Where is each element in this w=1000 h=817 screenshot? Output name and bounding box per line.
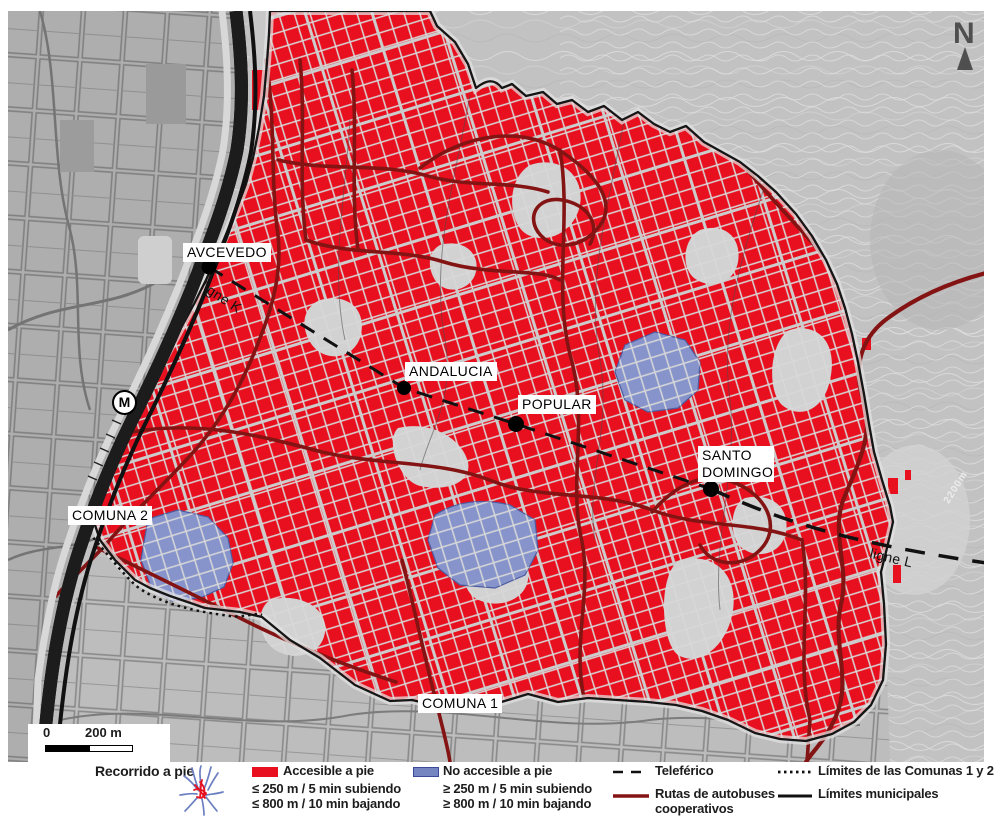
north-arrow-icon <box>957 47 973 70</box>
not-accessible-title: No accesible a pie <box>443 763 553 778</box>
station-label-popular: POPULAR <box>518 395 596 414</box>
area-label-comuna-2: COMUNA 2 <box>68 506 153 525</box>
comuna-limits-line-icon <box>778 770 812 774</box>
bus-route-line-icon <box>613 794 649 798</box>
comuna-limits-label: Límites de las Comunas 1 y 2 <box>818 763 994 778</box>
ligne-k-path <box>208 265 712 491</box>
accessible-swatch <box>252 767 278 777</box>
ligne-l-path <box>710 487 984 565</box>
scale-bar: 0 200 m <box>28 724 170 762</box>
scale-distance: 200 m <box>85 725 122 740</box>
metro-station-icon: M <box>112 390 137 415</box>
station-dot-acevedo <box>201 259 217 275</box>
municipal-limits-line-icon <box>778 794 812 798</box>
north-label: N <box>953 17 975 50</box>
station-dot-andalucia <box>397 381 411 395</box>
scale-zero: 0 <box>43 725 51 740</box>
area-label-comuna-1: COMUNA 1 <box>418 694 503 713</box>
accessible-title: Accesible a pie <box>283 763 374 778</box>
station-label-andalucia: ANDALUCIA <box>405 362 497 381</box>
station-dot-santo-domingo <box>703 481 719 497</box>
creek-lines <box>338 94 766 611</box>
teleferico-lines <box>208 265 984 565</box>
river-and-metro <box>31 11 258 762</box>
teleferico-label: Teleférico <box>655 763 714 778</box>
legend-walk-title: Recorrido a pie <box>95 763 194 779</box>
bus-routes-label: Rutas de autobuses cooperativos <box>655 786 775 816</box>
walk-network-icon <box>179 765 224 816</box>
teleferico-line-icon <box>613 770 649 774</box>
station-dot-popular <box>508 416 524 432</box>
station-dots <box>201 259 719 497</box>
municipal-limits-label: Límites municipales <box>818 786 939 801</box>
station-label-santo-domingo: SANTO DOMINGO <box>698 446 774 482</box>
accessible-line1: ≤ 250 m / 5 min subiendo <box>252 781 401 796</box>
not-accessible-line1: ≥ 250 m / 5 min subiendo <box>443 781 592 796</box>
map-canvas <box>8 11 984 762</box>
bus-routes <box>54 58 984 762</box>
legend: Recorrido a pie A <box>0 762 1000 817</box>
not-accessible-swatch <box>413 767 439 777</box>
metro-line <box>55 11 258 762</box>
not-accessible-line2: ≥ 800 m / 10 min bajando <box>443 796 592 811</box>
railway-ticks <box>87 419 122 481</box>
accessible-line2: ≤ 800 m / 10 min bajando <box>252 796 401 811</box>
station-label-acevedo: AVCEVEDO <box>183 243 271 262</box>
scale-bar-graphic <box>45 745 133 752</box>
